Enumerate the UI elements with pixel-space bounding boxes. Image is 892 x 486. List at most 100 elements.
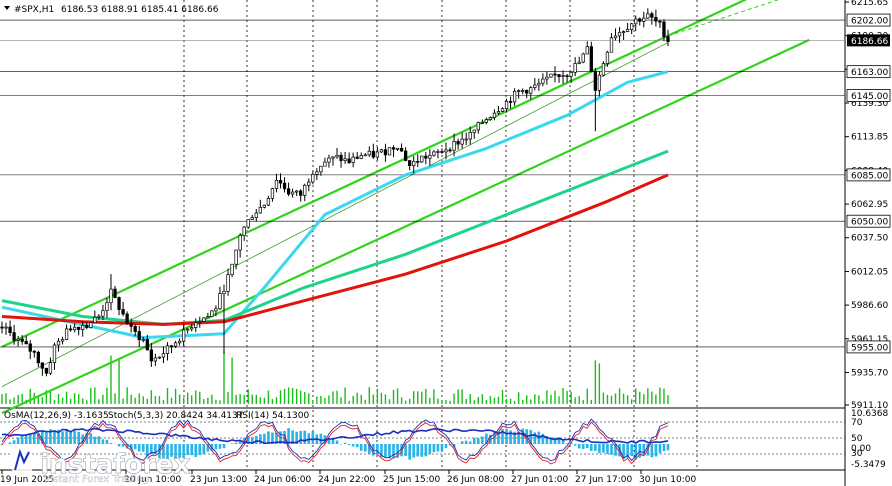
instaforex-logo: instaforex Instant Forex Trading (9, 449, 191, 485)
candle-body (605, 51, 610, 64)
candle-body (436, 151, 440, 153)
y-tick-label: 6113.85 (851, 133, 888, 143)
candle-body (375, 151, 380, 158)
candle-body (165, 345, 170, 354)
candle-body (621, 31, 626, 33)
candle-body (307, 181, 311, 186)
y-tick-label: 6215.65 (851, 0, 888, 8)
candle-body (517, 90, 521, 92)
candle-body (4, 326, 8, 329)
moving-average-green (1, 149, 669, 326)
candle-body (533, 84, 537, 88)
candle-body (512, 91, 517, 103)
candle-body (64, 328, 69, 340)
candle-body (52, 344, 57, 364)
candle-body (303, 184, 307, 196)
x-tick-label: 27 Jun 17:00 (575, 475, 632, 485)
candle-body (408, 160, 412, 167)
candle-body (28, 343, 32, 352)
candle-body (198, 321, 202, 323)
time-axis: 19 Jun 2025 20 Jun 10:00 23 Jun 13:00 24 Ju… (0, 470, 696, 485)
candle-body (266, 198, 271, 206)
x-tick-label: 24 Jun 22:00 (318, 475, 375, 485)
x-tick-label: 30 Jun 10:00 (639, 475, 696, 485)
candle-body (625, 29, 630, 32)
level-box (846, 340, 891, 354)
candle-body (553, 73, 557, 76)
candle-body (416, 160, 420, 163)
candle-body (113, 288, 117, 298)
candle-body (484, 119, 489, 123)
level-box (846, 168, 891, 182)
candle-body (476, 122, 480, 131)
logo-tagline: Instant Forex Trading (44, 474, 149, 485)
candle-body (145, 339, 149, 351)
osc-axis-label: -5.3479 (851, 460, 886, 470)
candle-body (488, 117, 493, 120)
candle-body (585, 46, 589, 55)
x-tick-label: 19 Jun 2025 (0, 475, 54, 485)
candle-body (105, 302, 109, 312)
candle-body (32, 350, 36, 353)
level-box-label: 6085.00 (851, 171, 888, 181)
logo-icon (9, 449, 35, 475)
candle-body (339, 154, 343, 161)
candle-body (351, 156, 355, 163)
candle-body (363, 154, 367, 157)
candle-body (226, 274, 230, 292)
candle-body (387, 147, 392, 156)
candle-body (246, 219, 250, 228)
logo-name: instaforex (40, 449, 190, 480)
ohlc-readout: 6186.53 6188.91 6185.41 6186.66 (61, 5, 219, 15)
candle-body (48, 362, 53, 374)
candle-body (617, 31, 622, 37)
moving-average-cyan (1, 70, 669, 340)
candle-body (129, 323, 133, 327)
candle-body (311, 174, 315, 183)
candle-body (77, 326, 81, 330)
candle-body (464, 138, 468, 141)
candle-body (121, 309, 125, 315)
level-box (846, 89, 891, 102)
candle-body (638, 18, 642, 22)
x-tick-label: 20 Jun 10:00 (124, 475, 181, 485)
candle-body (73, 326, 77, 331)
candle-body (323, 161, 327, 167)
candle-body (403, 150, 408, 161)
stoch-label: Stoch(5,3,3) 20.8424 34.4137 (108, 411, 243, 421)
stoch-signal-line (1, 421, 669, 465)
candle-body (569, 72, 573, 77)
candle-body (97, 315, 101, 318)
level-box-label: 6050.00 (851, 218, 888, 228)
y-tick-label: 6062.95 (851, 200, 888, 210)
candle-body (557, 74, 561, 77)
candle-body (89, 322, 93, 328)
y-tick-label: 6012.05 (851, 267, 888, 277)
y-tick-label: 5986.60 (851, 301, 888, 311)
candle-body (286, 188, 291, 195)
candle-body (440, 151, 444, 153)
candle-body (646, 13, 650, 19)
candle-body (133, 326, 137, 332)
candle-body (613, 35, 618, 39)
rsi-label: RSI(14) 54.1300 (236, 411, 309, 421)
channel-line (1, 38, 810, 415)
candle-body (242, 226, 246, 236)
candle-body (117, 297, 121, 310)
candle-body (222, 290, 226, 294)
candle-body (36, 351, 40, 364)
candle-body (331, 156, 335, 159)
candle-body (541, 78, 545, 84)
moving-average-red (1, 173, 669, 326)
candle-body (218, 293, 222, 310)
y-tick-label: 6139.30 (851, 99, 888, 109)
candle-body (395, 147, 400, 150)
x-tick-label: 23 Jun 13:00 (190, 475, 247, 485)
osc-axis-label: 70 (851, 418, 863, 428)
candle-body (508, 101, 513, 103)
candle-body (359, 155, 363, 159)
candle-body (662, 21, 666, 37)
dropdown-triangle-icon[interactable] (4, 6, 10, 10)
